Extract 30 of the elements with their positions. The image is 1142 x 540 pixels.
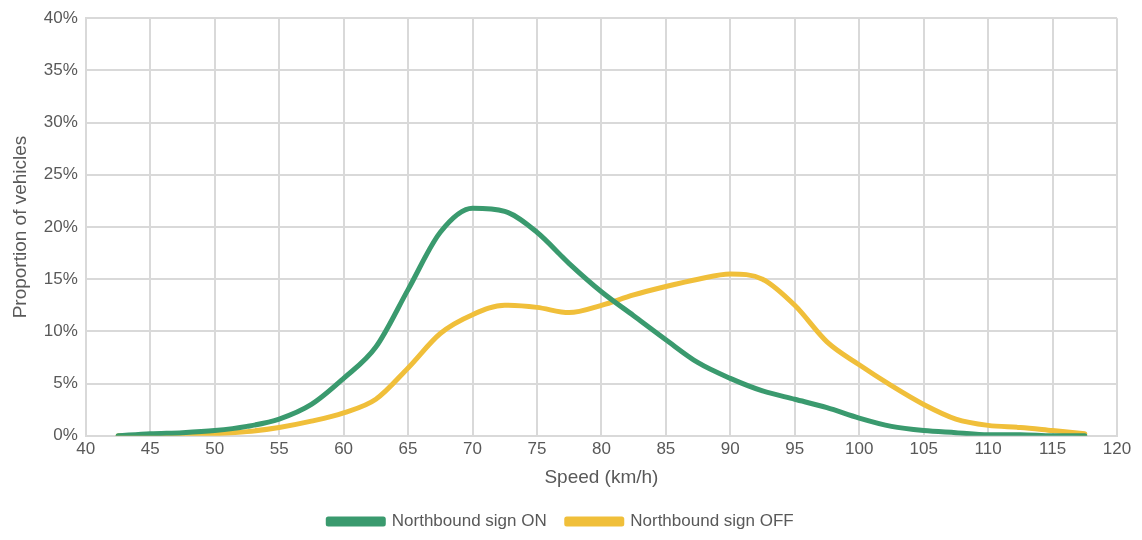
x-tick-label: 95 [785, 438, 805, 458]
x-tick-label: 90 [720, 438, 740, 458]
x-tick-label: 45 [140, 438, 160, 458]
x-tick-label: 105 [909, 438, 938, 458]
x-tick-label: 60 [334, 438, 354, 458]
y-tick-label: 5% [53, 373, 78, 393]
y-tick-label: 40% [43, 7, 78, 27]
y-tick-label: 30% [43, 112, 78, 132]
x-tick-label: 85 [656, 438, 676, 458]
x-tick-label: 75 [527, 438, 547, 458]
x-tick-label: 115 [1039, 438, 1067, 458]
x-tick-label: 65 [398, 438, 418, 458]
y-tick-label: 25% [43, 164, 78, 184]
y-tick-label: 20% [43, 216, 78, 236]
y-tick-label: 15% [43, 268, 78, 288]
x-tick-label: 50 [205, 438, 225, 458]
x-tick-label: 55 [269, 438, 289, 458]
legend-label: Northbound sign ON [391, 511, 547, 531]
x-tick-label: 80 [591, 438, 611, 458]
y-tick-label: 35% [43, 60, 78, 80]
y-tick-label: 0% [53, 425, 78, 445]
legend-label: Northbound sign OFF [630, 511, 794, 531]
x-tick-label: 70 [463, 438, 482, 458]
x-tick-label: 110 [974, 438, 1002, 458]
x-tick-label: 40 [76, 438, 96, 458]
x-tick-label: 120 [1102, 438, 1132, 458]
y-tick-label: 10% [43, 321, 78, 341]
x-axis-title: Speed (km/h) [544, 465, 659, 487]
y-axis-title: Proportion of vehicles [8, 135, 30, 319]
x-tick-label: 100 [845, 438, 874, 458]
